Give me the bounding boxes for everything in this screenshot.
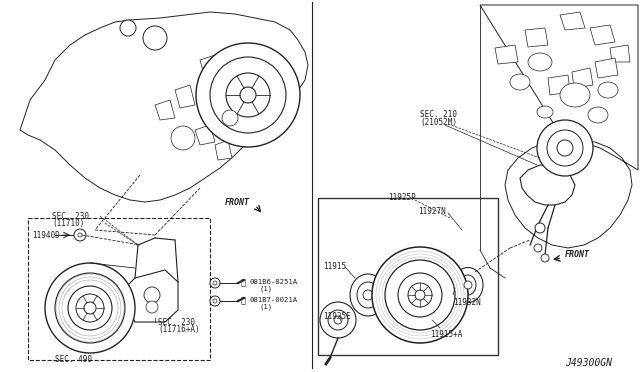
- Polygon shape: [572, 68, 593, 88]
- Text: Ⓑ: Ⓑ: [241, 296, 246, 305]
- Text: SEC. 490: SEC. 490: [55, 355, 92, 364]
- Ellipse shape: [510, 74, 530, 90]
- Text: SEC. 230: SEC. 230: [52, 212, 89, 221]
- Circle shape: [240, 87, 256, 103]
- Text: SEC. 210: SEC. 210: [420, 110, 457, 119]
- Circle shape: [320, 302, 356, 338]
- Circle shape: [334, 316, 342, 324]
- Polygon shape: [215, 140, 232, 160]
- Circle shape: [196, 43, 300, 147]
- Circle shape: [210, 296, 220, 306]
- Polygon shape: [595, 58, 618, 78]
- Ellipse shape: [588, 107, 608, 123]
- Circle shape: [328, 310, 348, 330]
- Circle shape: [78, 233, 82, 237]
- Text: (11710): (11710): [52, 219, 84, 228]
- Circle shape: [146, 301, 158, 313]
- Ellipse shape: [357, 282, 379, 308]
- Text: J49300GN: J49300GN: [565, 358, 612, 368]
- Circle shape: [213, 299, 217, 303]
- Text: (1): (1): [260, 303, 273, 310]
- Polygon shape: [220, 75, 240, 98]
- Circle shape: [535, 223, 545, 233]
- Text: (11716+A): (11716+A): [158, 325, 200, 334]
- Circle shape: [68, 286, 112, 330]
- Text: Ⓑ: Ⓑ: [241, 279, 246, 288]
- Circle shape: [55, 273, 125, 343]
- Circle shape: [171, 126, 195, 150]
- Circle shape: [372, 247, 468, 343]
- Ellipse shape: [350, 274, 386, 316]
- Polygon shape: [200, 55, 220, 78]
- Polygon shape: [560, 12, 585, 30]
- Polygon shape: [20, 12, 308, 202]
- Text: 11927N: 11927N: [418, 207, 445, 216]
- Circle shape: [226, 73, 270, 117]
- Ellipse shape: [598, 82, 618, 98]
- Circle shape: [537, 120, 593, 176]
- Bar: [28, 218, 210, 360]
- Ellipse shape: [460, 275, 476, 295]
- Circle shape: [210, 57, 286, 133]
- Polygon shape: [195, 125, 215, 145]
- Text: 11915+A: 11915+A: [430, 330, 462, 339]
- Polygon shape: [610, 45, 630, 62]
- Bar: [318, 198, 498, 355]
- Circle shape: [534, 244, 542, 252]
- Ellipse shape: [537, 106, 553, 118]
- Text: 081B7-0021A: 081B7-0021A: [250, 297, 298, 303]
- Polygon shape: [590, 25, 615, 45]
- Circle shape: [210, 278, 220, 288]
- Ellipse shape: [453, 267, 483, 302]
- Circle shape: [557, 140, 573, 156]
- Circle shape: [363, 290, 373, 300]
- Text: 11925E: 11925E: [323, 312, 351, 321]
- Circle shape: [415, 290, 425, 300]
- Text: 081B6-8251A: 081B6-8251A: [250, 279, 298, 285]
- Circle shape: [144, 287, 160, 303]
- Text: 11940D: 11940D: [32, 231, 60, 240]
- Text: 11915: 11915: [323, 262, 346, 271]
- Circle shape: [120, 20, 136, 36]
- Circle shape: [76, 294, 104, 322]
- Polygon shape: [175, 85, 195, 108]
- Text: 11932N: 11932N: [453, 298, 481, 307]
- Text: SEC. 230: SEC. 230: [158, 318, 195, 327]
- Polygon shape: [548, 75, 570, 95]
- Text: (21052M): (21052M): [420, 118, 457, 127]
- Circle shape: [45, 263, 135, 353]
- Polygon shape: [155, 100, 175, 120]
- Polygon shape: [495, 45, 518, 64]
- Circle shape: [547, 130, 583, 166]
- Ellipse shape: [560, 83, 590, 107]
- Polygon shape: [525, 28, 548, 47]
- Circle shape: [84, 302, 96, 314]
- Circle shape: [464, 281, 472, 289]
- Polygon shape: [520, 165, 575, 205]
- Text: FRONT: FRONT: [225, 198, 250, 207]
- Circle shape: [222, 110, 238, 126]
- Text: 11925P: 11925P: [388, 193, 416, 202]
- Circle shape: [213, 281, 217, 285]
- Circle shape: [385, 260, 455, 330]
- Circle shape: [74, 229, 86, 241]
- Circle shape: [398, 273, 442, 317]
- Circle shape: [143, 26, 167, 50]
- Polygon shape: [480, 5, 638, 248]
- Circle shape: [541, 254, 549, 262]
- Text: (1): (1): [260, 285, 273, 292]
- Polygon shape: [128, 270, 178, 322]
- Ellipse shape: [528, 53, 552, 71]
- Text: FRONT: FRONT: [565, 250, 590, 259]
- Circle shape: [408, 283, 432, 307]
